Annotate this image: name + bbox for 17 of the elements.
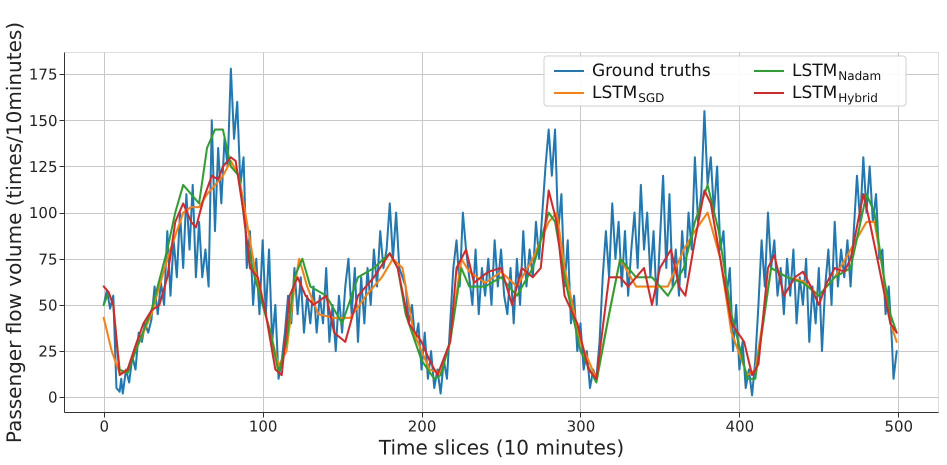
x-tick-label: 500 (884, 418, 914, 436)
x-tick-label: 400 (726, 418, 754, 436)
x-tick-label: 100 (248, 418, 278, 436)
y-axis-title: Passenger flow volume (times/10minutes) (2, 22, 26, 444)
y-tick-label: 175 (28, 66, 58, 84)
y-tick-label: 100 (28, 204, 58, 222)
y-tick-label: 125 (28, 158, 58, 176)
x-tick-label: 300 (566, 418, 596, 436)
x-tick-label: 200 (408, 418, 436, 436)
y-tick-label: 50 (38, 296, 58, 314)
x-axis-title: Time slices (10 minutes) (378, 436, 624, 460)
x-tick-label: 0 (99, 418, 109, 436)
y-tick-label: 150 (28, 112, 58, 130)
y-tick-label: 75 (38, 250, 58, 268)
y-tick-label: 0 (48, 388, 58, 407)
legend-label: Ground truths (592, 61, 711, 81)
y-tick-label: 25 (38, 342, 58, 361)
